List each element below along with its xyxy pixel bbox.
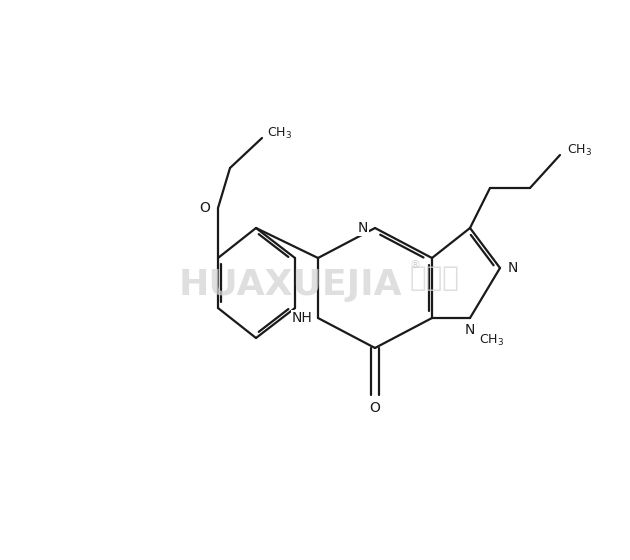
Text: N: N [508,261,518,275]
Text: O: O [370,401,381,415]
Text: HUAXUEJIA: HUAXUEJIA [178,268,402,302]
Text: N: N [465,323,475,337]
Text: 化学加: 化学加 [410,264,460,292]
Text: N: N [358,221,368,235]
Text: CH$_3$: CH$_3$ [479,333,505,348]
Text: NH: NH [292,311,312,325]
Text: O: O [200,201,210,215]
Text: CH$_3$: CH$_3$ [568,142,593,157]
Text: CH$_3$: CH$_3$ [268,125,292,141]
Text: ®: ® [410,260,420,270]
